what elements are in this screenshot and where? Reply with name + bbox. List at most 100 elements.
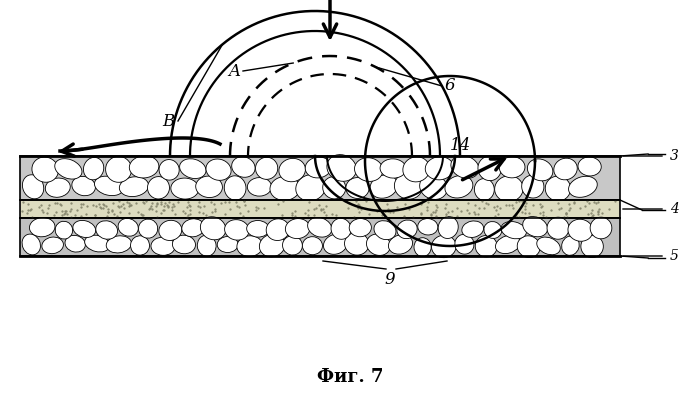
Point (50, 208, 62, 215)
Point (407, 213, 419, 220)
Point (81, 203, 92, 210)
Ellipse shape (527, 159, 553, 181)
Point (320, 202, 331, 209)
Point (18, 198, 29, 205)
Point (107, 207, 118, 213)
Ellipse shape (260, 234, 285, 257)
Ellipse shape (367, 234, 391, 255)
Point (400, 201, 411, 208)
Ellipse shape (462, 221, 484, 238)
Point (429, 209, 440, 215)
Point (169, 210, 181, 217)
Point (309, 211, 320, 218)
Ellipse shape (397, 220, 417, 239)
Point (508, 205, 519, 211)
Point (546, 206, 557, 213)
Point (239, 201, 251, 208)
Point (135, 210, 146, 217)
Point (519, 209, 531, 216)
Ellipse shape (307, 218, 332, 237)
Point (119, 205, 130, 211)
Point (177, 208, 188, 214)
Point (561, 210, 572, 217)
Point (197, 210, 209, 217)
Point (320, 212, 331, 219)
Point (151, 213, 162, 220)
Point (350, 198, 361, 204)
Ellipse shape (451, 156, 479, 178)
Point (162, 203, 174, 209)
Point (287, 209, 298, 216)
Point (354, 202, 365, 208)
Ellipse shape (537, 237, 560, 255)
Point (524, 209, 535, 216)
Point (102, 208, 113, 215)
Point (491, 207, 502, 213)
Point (348, 213, 359, 220)
Point (167, 201, 178, 208)
Ellipse shape (279, 158, 305, 182)
Point (106, 208, 118, 215)
Point (103, 208, 114, 215)
Point (54, 201, 65, 207)
Ellipse shape (182, 219, 204, 237)
Ellipse shape (119, 177, 148, 197)
Point (150, 203, 162, 209)
Point (121, 199, 132, 206)
Point (592, 208, 603, 214)
Point (415, 210, 426, 217)
Ellipse shape (29, 218, 55, 237)
Point (209, 206, 220, 213)
Point (181, 213, 193, 220)
Point (231, 203, 242, 209)
Point (151, 200, 162, 207)
Ellipse shape (581, 235, 603, 258)
Point (41, 210, 52, 217)
Point (415, 210, 426, 216)
Point (184, 203, 195, 210)
Ellipse shape (139, 219, 158, 238)
Point (308, 205, 319, 212)
Ellipse shape (130, 236, 150, 255)
Point (167, 203, 178, 210)
Point (583, 200, 594, 206)
Point (166, 207, 177, 214)
Ellipse shape (73, 220, 96, 238)
Point (123, 200, 134, 206)
Point (88, 202, 99, 208)
Ellipse shape (65, 235, 85, 252)
Point (179, 210, 190, 217)
Point (586, 213, 597, 219)
Point (137, 212, 148, 218)
Ellipse shape (286, 218, 310, 239)
Point (431, 213, 442, 219)
Point (537, 208, 548, 215)
Point (234, 204, 245, 210)
Point (57, 208, 68, 214)
Point (311, 205, 322, 212)
Point (494, 204, 505, 211)
Ellipse shape (344, 233, 369, 255)
Text: 4: 4 (670, 202, 679, 216)
Ellipse shape (455, 234, 474, 254)
Point (352, 201, 363, 207)
Point (372, 207, 383, 214)
Point (427, 208, 438, 215)
Ellipse shape (32, 157, 58, 182)
Text: 5: 5 (670, 249, 679, 263)
Point (568, 200, 580, 206)
Point (277, 198, 288, 204)
Point (461, 206, 472, 213)
Point (555, 204, 566, 211)
Ellipse shape (224, 176, 246, 200)
Ellipse shape (22, 175, 43, 199)
Point (155, 201, 167, 208)
Point (139, 200, 150, 206)
Ellipse shape (42, 237, 64, 254)
Point (276, 211, 288, 218)
Point (469, 210, 480, 217)
Point (118, 201, 129, 207)
Point (22, 207, 34, 213)
Point (114, 204, 125, 210)
Point (534, 210, 545, 216)
